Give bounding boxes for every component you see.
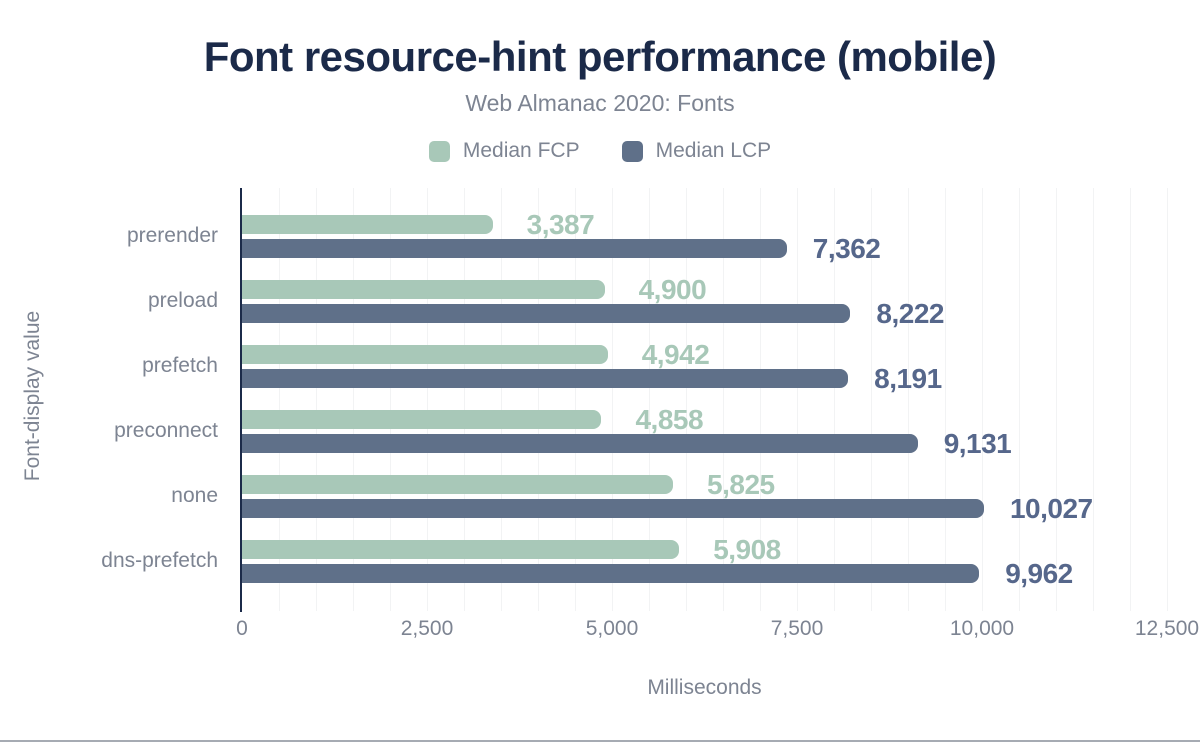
gridline: [1093, 188, 1094, 611]
median-lcp-bar-prerender: 7,362: [242, 233, 881, 264]
gridline: [834, 188, 835, 611]
y-axis-category-labels: prerender preload prefetch preconnect none dn…: [0, 188, 230, 611]
median-fcp-value-prefetch: 4,942: [641, 338, 710, 370]
median-fcp-value-prerender: 3,387: [526, 208, 595, 240]
x-tick-label-5000: 5,000: [585, 617, 639, 640]
median-fcp-bar-none: 5,825: [242, 469, 775, 500]
gridline: [760, 188, 761, 611]
x-tick-label-0: 0: [236, 617, 248, 640]
x-tick-label-2500: 2,500: [400, 617, 454, 640]
gridline: [1167, 188, 1168, 611]
legend-item-median-fcp: Median FCP: [428, 139, 580, 163]
y-axis-line: [240, 188, 242, 612]
bar-group-prefetch: 4,942 8,191: [242, 339, 1167, 394]
bar-group-preload: 4,900 8,222: [242, 274, 1167, 329]
median-lcp-value-dns-prefetch: 9,962: [1005, 557, 1073, 589]
legend-label: Median LCP: [655, 139, 772, 162]
median-fcp-value-none: 5,825: [707, 468, 775, 500]
category-label-prerender: prerender: [126, 224, 218, 247]
median-fcp-bar-prerender: 3,387: [242, 209, 595, 240]
gridline: [797, 188, 798, 611]
gridline: [390, 188, 391, 611]
median-fcp-value-preconnect: 4,858: [635, 403, 704, 435]
gridline: [908, 188, 909, 611]
median-lcp-bar-preload: 8,222: [242, 298, 944, 329]
gridline: [723, 188, 724, 611]
gridline: [353, 188, 354, 611]
gridline: [871, 188, 872, 611]
gridline: [464, 188, 465, 611]
median-fcp-bar-preload: 4,900: [242, 274, 707, 305]
bar-group-preconnect: 4,858 9,131: [242, 404, 1167, 459]
category-label-preconnect: preconnect: [114, 419, 218, 442]
median-fcp-swatch-icon: [428, 140, 450, 162]
category-label-prefetch: prefetch: [142, 354, 218, 377]
median-lcp-bar-preconnect: 9,131: [242, 428, 1012, 459]
median-lcp-value-preconnect: 9,131: [943, 427, 1012, 459]
plot-area: 3,387 7,362 4,900 8,222 4,942 8,191 4,858 9,131…: [240, 188, 1168, 612]
median-lcp-swatch-icon: [621, 140, 643, 162]
median-fcp-bar-dns-prefetch: 5,908: [242, 534, 781, 565]
gridline: [501, 188, 502, 611]
bar-group-prerender: 3,387 7,362: [242, 209, 1167, 264]
gridline: [982, 188, 983, 611]
gridline: [945, 188, 946, 611]
bar-group-dns-prefetch: 5,908 9,962: [242, 534, 1167, 589]
median-fcp-value-dns-prefetch: 5,908: [713, 533, 781, 565]
median-lcp-bar-prefetch: 8,191: [242, 363, 942, 394]
median-lcp-bar-none: 10,027: [242, 493, 1093, 524]
gridline: [279, 188, 280, 611]
gridline: [1130, 188, 1131, 611]
x-axis-title: Milliseconds: [647, 676, 762, 699]
gridline: [1056, 188, 1057, 611]
median-lcp-value-none: 10,027: [1009, 492, 1093, 524]
bar-group-none: 5,825 10,027: [242, 469, 1167, 524]
gridline: [1019, 188, 1020, 611]
median-lcp-value-prefetch: 8,191: [874, 362, 942, 394]
x-tick-label-10000: 10,000: [949, 617, 1015, 640]
gridline: [538, 188, 539, 611]
median-fcp-bar-preconnect: 4,858: [242, 404, 704, 435]
legend: Median FCP Median LCP: [0, 139, 1200, 163]
gridline: [575, 188, 576, 611]
gridline: [427, 188, 428, 611]
median-lcp-value-preload: 8,222: [876, 297, 944, 329]
median-fcp-bar-prefetch: 4,942: [242, 339, 710, 370]
median-fcp-value-preload: 4,900: [638, 273, 707, 305]
legend-item-median-lcp: Median LCP: [621, 139, 772, 163]
legend-label: Median FCP: [462, 139, 580, 162]
gridline: [316, 188, 317, 611]
x-tick-label-12500: 12,500: [1134, 617, 1200, 640]
x-tick-label-7500: 7,500: [770, 617, 824, 640]
gridline: [612, 188, 613, 611]
category-label-none: none: [171, 484, 218, 507]
gridline: [686, 188, 687, 611]
median-lcp-bar-dns-prefetch: 9,962: [242, 558, 1073, 589]
chart-title: Font resource-hint performance (mobile): [203, 33, 997, 80]
chart-subtitle: Web Almanac 2020: Fonts: [465, 90, 735, 116]
category-label-dns-prefetch: dns-prefetch: [101, 549, 218, 572]
median-lcp-value-prerender: 7,362: [812, 232, 881, 264]
gridline: [649, 188, 650, 611]
category-label-preload: preload: [147, 289, 218, 312]
